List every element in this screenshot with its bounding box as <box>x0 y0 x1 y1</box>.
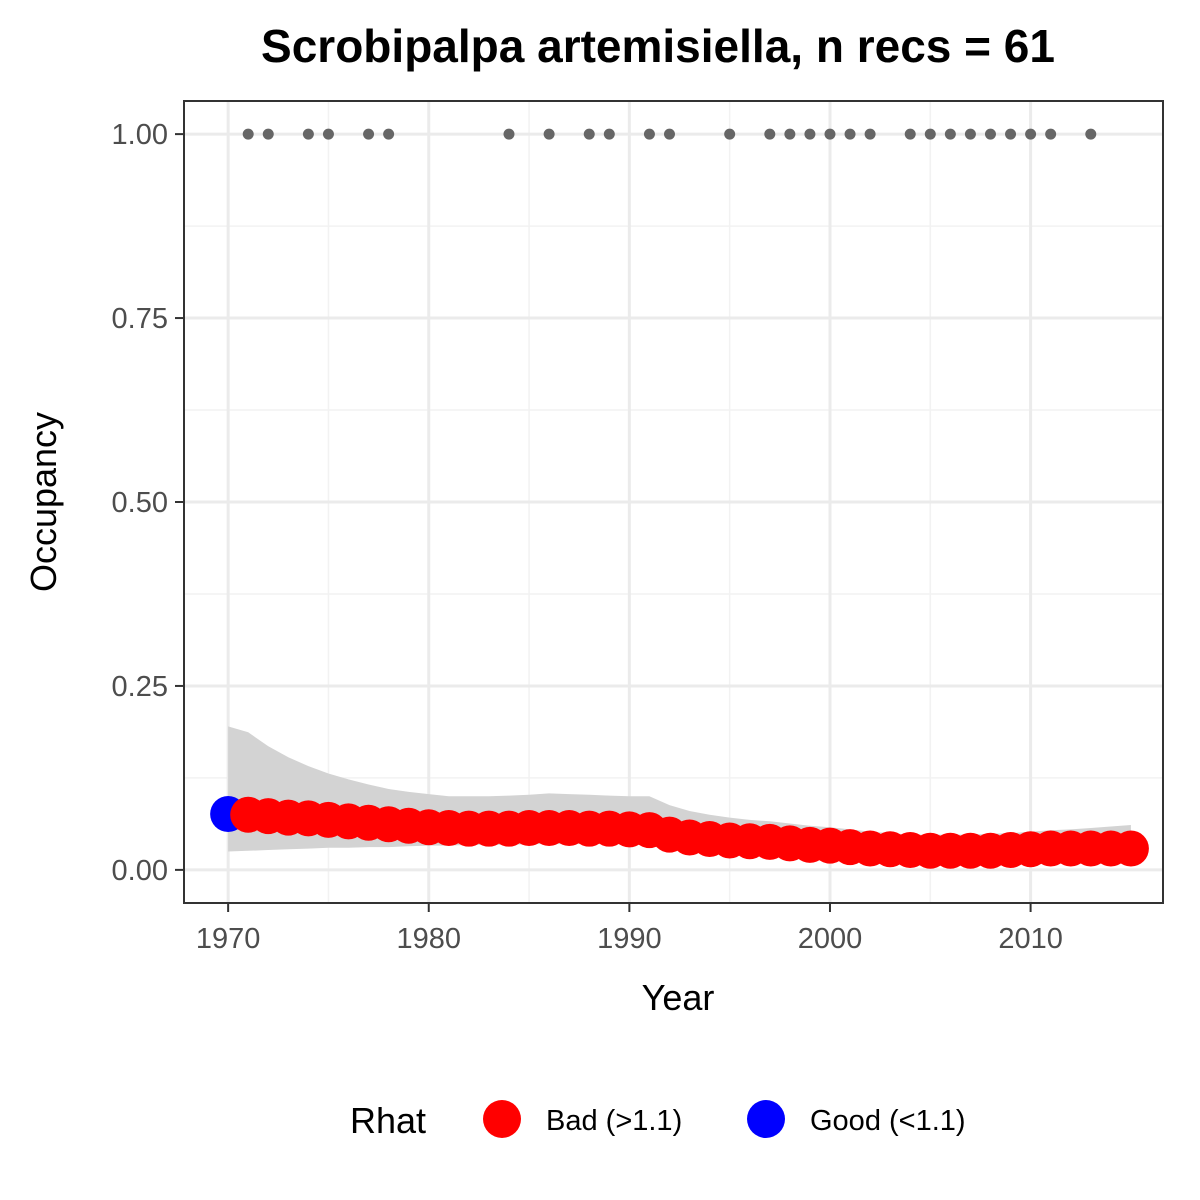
record-point <box>784 128 796 140</box>
record-point <box>643 128 655 140</box>
record-point <box>503 128 515 140</box>
legend-good-label: Good (<1.1) <box>810 1105 966 1137</box>
grid-lines <box>184 101 1163 903</box>
record-point <box>1045 128 1057 140</box>
y-tick-label: 0.25 <box>112 671 168 703</box>
record-point <box>844 128 856 140</box>
legend-title: Rhat <box>350 1100 426 1141</box>
record-point <box>904 128 916 140</box>
record-point <box>1085 128 1097 140</box>
record-point <box>1005 128 1017 140</box>
record-point <box>804 128 816 140</box>
record-point <box>242 128 254 140</box>
record-point <box>543 128 555 140</box>
x-axis: 1970 1980 1990 2000 2010 <box>196 903 1063 955</box>
record-point <box>322 128 334 140</box>
y-tick-label: 0.75 <box>112 303 168 335</box>
y-axis-title: Occupancy <box>23 412 64 592</box>
y-tick-label: 0.00 <box>112 855 168 887</box>
x-tick-label: 2000 <box>798 923 863 955</box>
record-point <box>944 128 956 140</box>
y-tick-label: 1.00 <box>112 119 168 151</box>
record-point <box>724 128 736 140</box>
record-point <box>764 128 776 140</box>
y-tick-label: 0.50 <box>112 487 168 519</box>
record-point <box>924 128 936 140</box>
record-point <box>302 128 314 140</box>
chart-title: Scrobipalpa artemisiella, n recs = 61 <box>261 20 1055 72</box>
occupancy-points <box>210 795 1149 869</box>
record-point <box>964 128 976 140</box>
legend-bad-label: Bad (>1.1) <box>546 1105 682 1137</box>
x-axis-title: Year <box>642 977 715 1018</box>
record-point <box>363 128 375 140</box>
record-point <box>864 128 876 140</box>
record-point <box>824 128 836 140</box>
record-point <box>1025 128 1037 140</box>
x-tick-label: 1990 <box>597 923 662 955</box>
legend-bad-key <box>483 1100 521 1138</box>
x-tick-label: 1980 <box>396 923 461 955</box>
record-point <box>262 128 274 140</box>
x-tick-label: 2010 <box>998 923 1063 955</box>
record-point <box>603 128 615 140</box>
record-point <box>984 128 996 140</box>
record-point <box>583 128 595 140</box>
y-axis: 0.00 0.25 0.50 0.75 1.00 <box>112 119 184 887</box>
record-point <box>383 128 395 140</box>
legend-good-key <box>747 1100 785 1138</box>
x-tick-label: 1970 <box>196 923 261 955</box>
record-points <box>242 128 1097 140</box>
legend: Rhat Bad (>1.1) Good (<1.1) <box>350 1100 966 1141</box>
occupancy-point <box>1112 830 1149 867</box>
record-point <box>663 128 675 140</box>
